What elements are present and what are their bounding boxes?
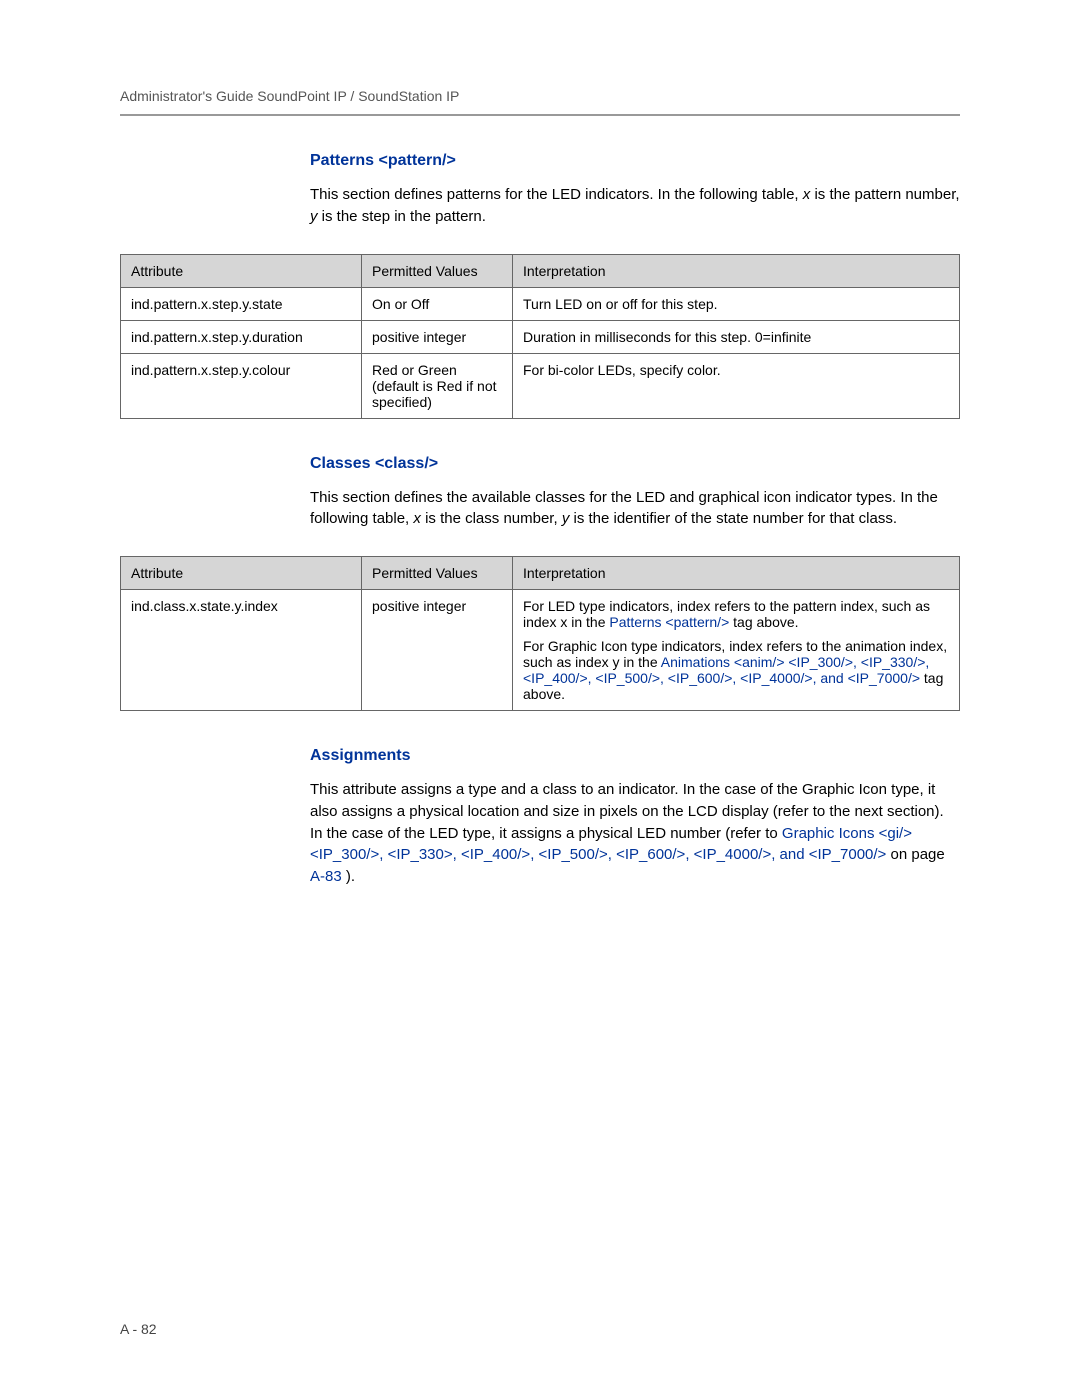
table-row: ind.pattern.x.step.y.state On or Off Tur… <box>121 287 960 320</box>
text: is the pattern number, <box>814 186 959 203</box>
patterns-intro: This section defines patterns for the LE… <box>310 184 960 228</box>
col-interpretation: Interpretation <box>513 254 960 287</box>
page-ref-link[interactable]: A-83 <box>310 868 342 885</box>
text: is the step in the pattern. <box>322 208 486 225</box>
col-attribute: Attribute <box>121 254 362 287</box>
var-x: x <box>413 510 421 527</box>
cell-attr: ind.class.x.state.y.index <box>121 590 362 711</box>
col-interpretation: Interpretation <box>513 557 960 590</box>
text: ). <box>346 868 355 885</box>
text: tag above. <box>733 614 798 630</box>
page-number: A - 82 <box>120 1321 157 1337</box>
patterns-link[interactable]: Patterns <pattern/> <box>609 614 729 630</box>
classes-heading: Classes <class/> <box>310 455 960 473</box>
running-head: Administrator's Guide SoundPoint IP / So… <box>120 88 960 104</box>
table-row: ind.class.x.state.y.index positive integ… <box>121 590 960 711</box>
cell-attr: ind.pattern.x.step.y.duration <box>121 320 362 353</box>
table-row: ind.pattern.x.step.y.duration positive i… <box>121 320 960 353</box>
cell-interp: Turn LED on or off for this step. <box>513 287 960 320</box>
col-permitted: Permitted Values <box>362 254 513 287</box>
var-y: y <box>310 208 318 225</box>
assignments-text: This attribute assigns a type and a clas… <box>310 779 960 888</box>
cell-perm: Red or Green (default is Red if not spec… <box>362 353 513 418</box>
table-row: ind.pattern.x.step.y.colour Red or Green… <box>121 353 960 418</box>
cell-attr: ind.pattern.x.step.y.colour <box>121 353 362 418</box>
assignments-heading: Assignments <box>310 747 960 765</box>
col-attribute: Attribute <box>121 557 362 590</box>
cell-interp: Duration in milliseconds for this step. … <box>513 320 960 353</box>
var-x: x <box>803 186 811 203</box>
header-rule <box>120 114 960 116</box>
cell-interp: For LED type indicators, index refers to… <box>513 590 960 711</box>
cell-perm: positive integer <box>362 320 513 353</box>
table-header-row: Attribute Permitted Values Interpretatio… <box>121 557 960 590</box>
cell-perm: On or Off <box>362 287 513 320</box>
classes-table: Attribute Permitted Values Interpretatio… <box>120 556 960 711</box>
var-y: y <box>562 510 570 527</box>
text: on page <box>891 846 945 863</box>
patterns-table: Attribute Permitted Values Interpretatio… <box>120 254 960 419</box>
table-header-row: Attribute Permitted Values Interpretatio… <box>121 254 960 287</box>
classes-intro: This section defines the available class… <box>310 487 960 531</box>
text: This section defines patterns for the LE… <box>310 186 803 203</box>
col-permitted: Permitted Values <box>362 557 513 590</box>
cell-attr: ind.pattern.x.step.y.state <box>121 287 362 320</box>
cell-interp: For bi-color LEDs, specify color. <box>513 353 960 418</box>
text: is the identifier of the state number fo… <box>573 510 897 527</box>
cell-perm: positive integer <box>362 590 513 711</box>
text: is the class number, <box>425 510 562 527</box>
patterns-heading: Patterns <pattern/> <box>310 152 960 170</box>
